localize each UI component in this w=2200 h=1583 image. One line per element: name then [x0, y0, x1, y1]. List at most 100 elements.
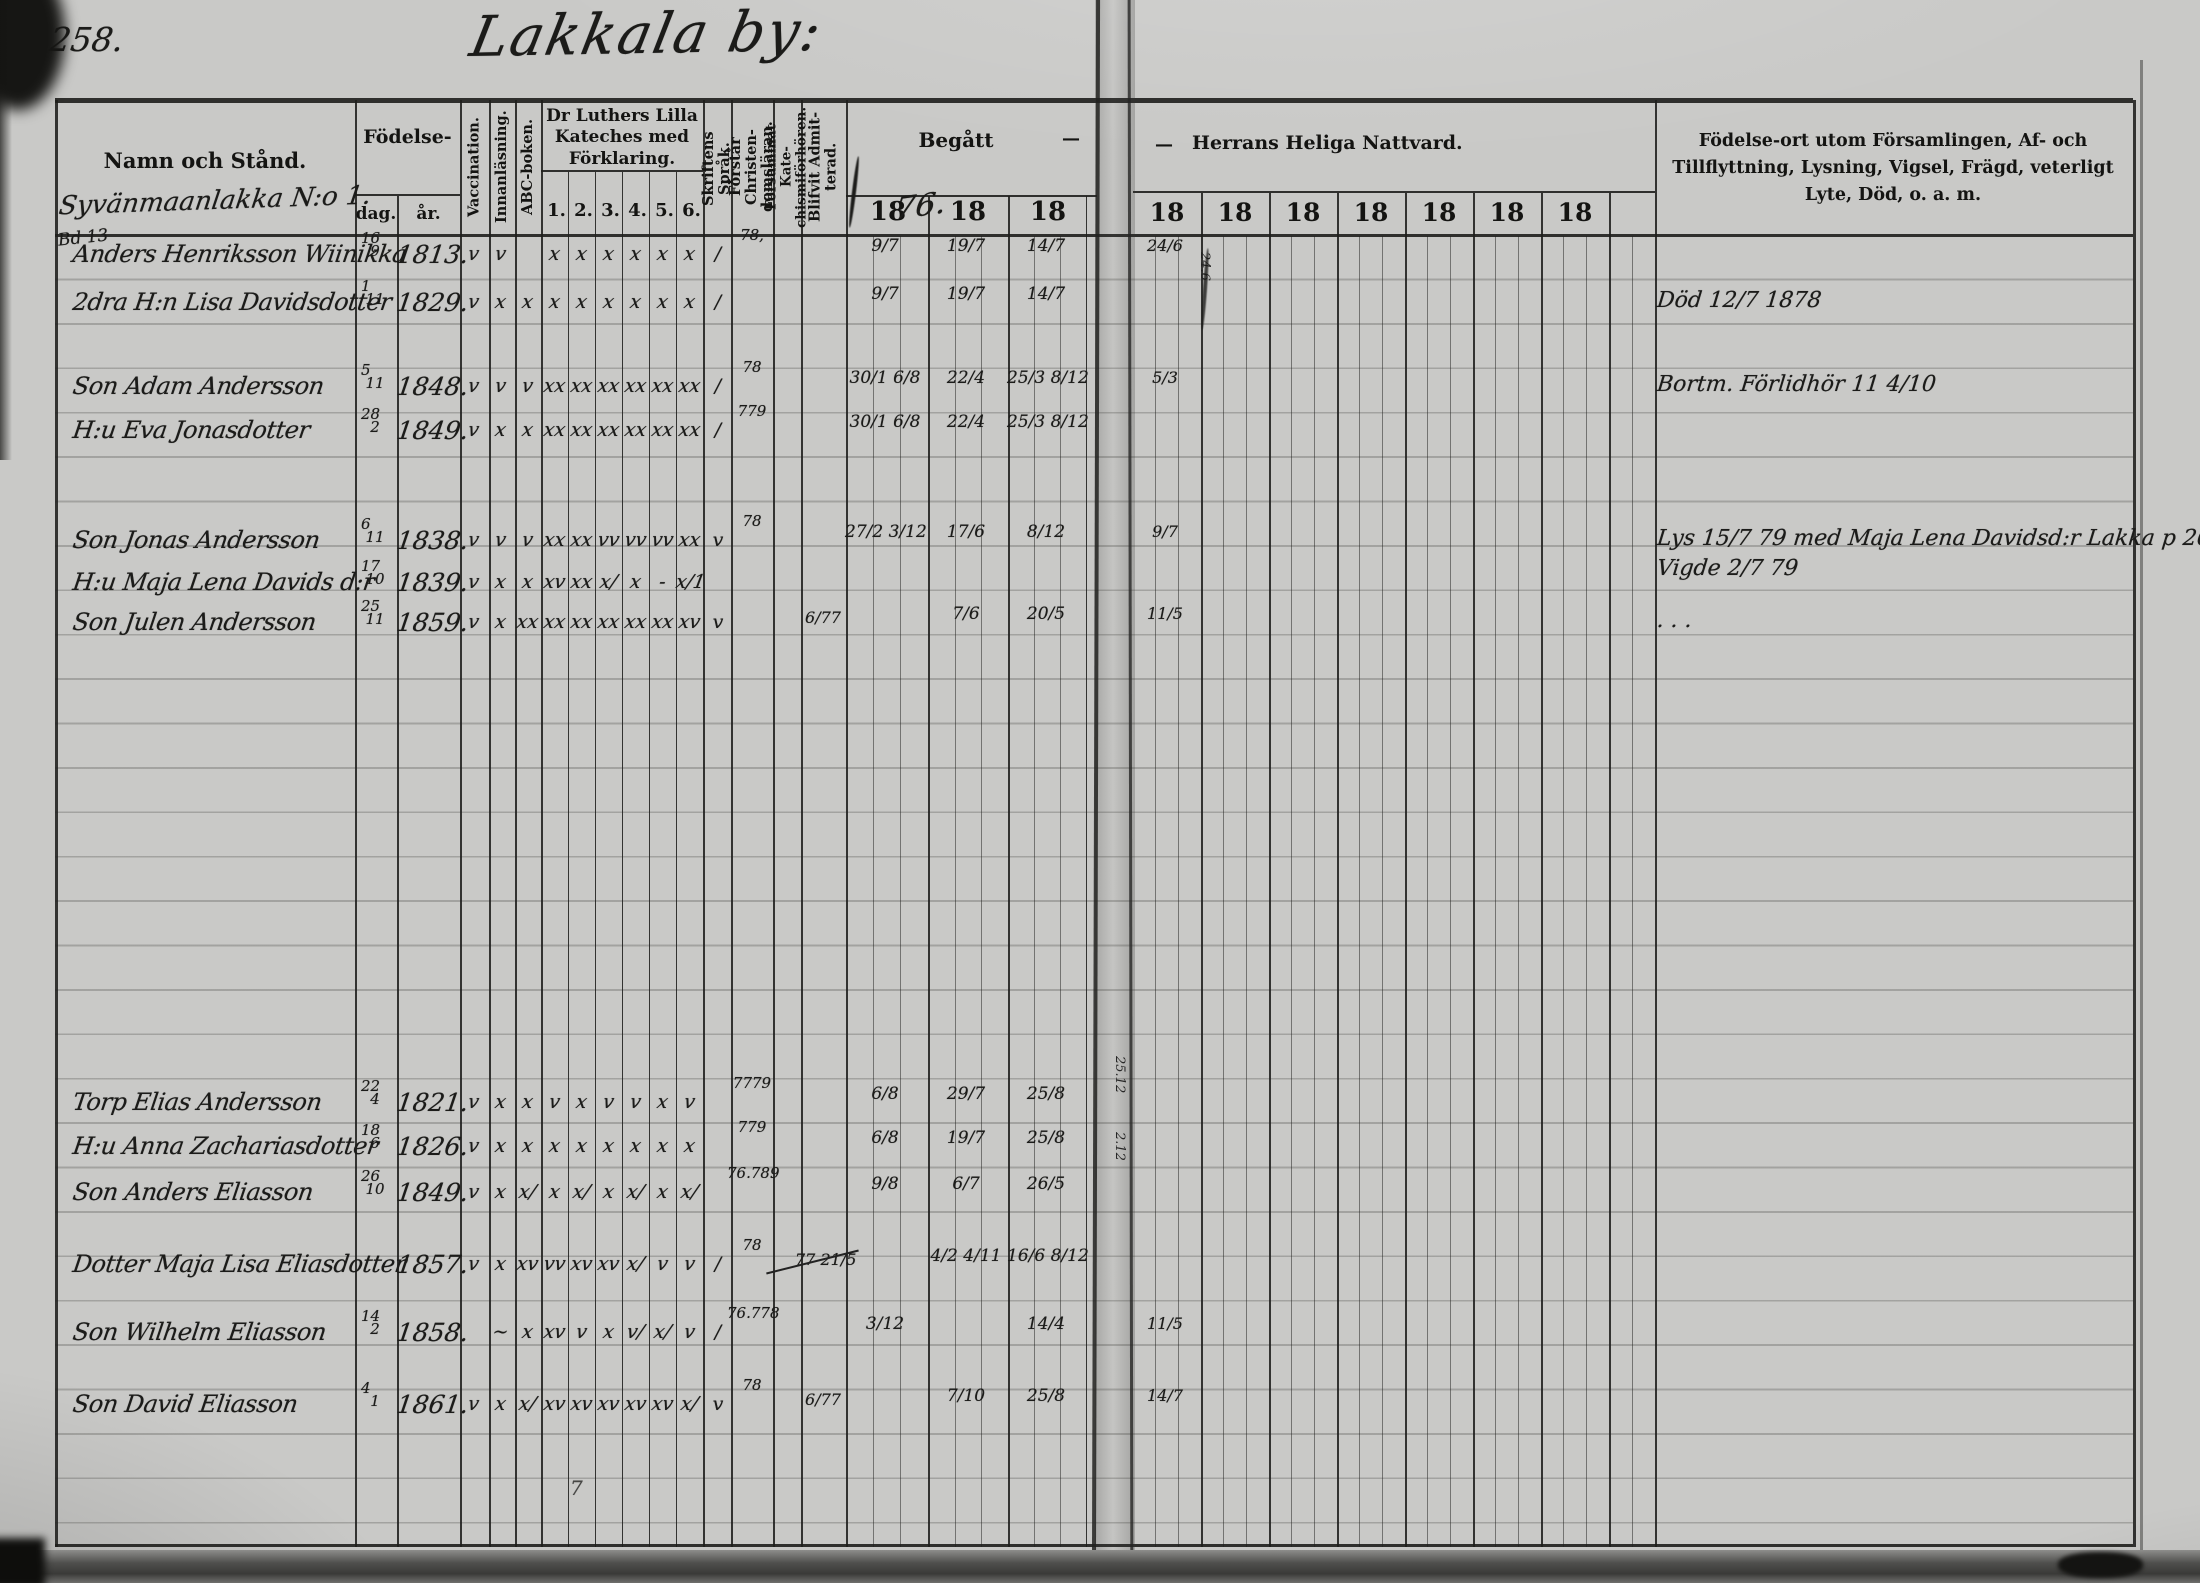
- fraction-denominator: 9: [370, 241, 380, 260]
- grid-line: [460, 100, 462, 1547]
- col-header-abc-book: ABC-boken.: [519, 119, 537, 216]
- col-header-holy-communion: Herrans Heliga Nattvard.: [1192, 132, 1463, 154]
- mark-cell: xx: [568, 611, 595, 633]
- grid-line: [649, 172, 651, 1547]
- understands-mark: 76.789: [727, 1164, 780, 1182]
- grid-line: [1337, 193, 1339, 1547]
- grid-line: [1008, 196, 1010, 1547]
- col-header-birth: Födelse-: [363, 126, 452, 148]
- communion-date: 14/4: [1026, 1314, 1066, 1334]
- understands-mark: 78: [742, 1236, 762, 1254]
- grid-line: [397, 196, 399, 1547]
- communion-date: 25/8: [1026, 1128, 1066, 1148]
- birth-day: 5 11: [353, 361, 397, 390]
- scripture-mark: v: [712, 611, 724, 633]
- mark-cell: x: [547, 1181, 562, 1203]
- mark-cell: xx: [622, 375, 649, 397]
- mark-cell: x: [655, 1181, 670, 1203]
- birth-year: 1813.: [394, 240, 471, 269]
- mark-cell: 18: [1489, 198, 1525, 227]
- mark-cell: xx: [541, 611, 568, 633]
- remarks-note: . . .: [1655, 608, 1694, 633]
- birth-day: 25 11: [353, 599, 397, 628]
- grid-line: [1314, 236, 1315, 1547]
- grid-line: [703, 100, 705, 1547]
- grid-line: [801, 100, 803, 1547]
- understands-mark: 78: [742, 358, 762, 376]
- fraction-denominator: 2: [370, 1319, 380, 1338]
- communion-date: 14/7: [1026, 236, 1066, 256]
- communion-date: 25/8: [1026, 1084, 1066, 1104]
- grid-line: [595, 172, 597, 1547]
- birth-year: 1826.: [394, 1132, 471, 1161]
- exam-marks: v v v xx xx xx xx xx xx: [460, 375, 703, 397]
- table-row: H:u Eva Jonasdotter 28 2 1849. v x x xx xx xx x…: [55, 402, 2145, 464]
- birth-year: 1859.: [394, 608, 471, 637]
- birth-year: 1839.: [394, 568, 471, 597]
- scripture-mark: /: [714, 1253, 722, 1275]
- mark-cell: x: [493, 611, 508, 633]
- person-name: Son Julen Andersson: [71, 608, 318, 636]
- mark-cell: x/: [678, 1181, 701, 1203]
- fraction-numerator: 16: [361, 229, 381, 247]
- grid-line: [731, 100, 733, 1547]
- grid-line: [1034, 236, 1035, 1547]
- mark-cell: x: [520, 1135, 535, 1157]
- communion-date: 9/7: [871, 236, 899, 256]
- exam-marks: v x x xv xx x/x - x/1: [460, 571, 707, 593]
- mark-cell: v: [466, 375, 481, 397]
- admitted-date: 6/77: [805, 608, 841, 627]
- grid-line: [541, 100, 543, 1547]
- birth-day: 1 11: [353, 279, 397, 308]
- mark-cell: x: [682, 291, 697, 313]
- page-title: Lakkala by:: [465, 0, 829, 71]
- communion-date: 25/3 8/12: [1007, 368, 1089, 388]
- fraction-denominator: 11: [365, 289, 385, 308]
- communion-date: 27/2 3/12: [845, 522, 927, 542]
- mark-cell: xx: [676, 375, 703, 397]
- mark-cell: x: [520, 1321, 535, 1343]
- mark-cell: v: [466, 1181, 481, 1203]
- mark-cell: x: [547, 243, 562, 265]
- mark-cell: 18: [1557, 198, 1593, 227]
- grid-line: [355, 194, 460, 196]
- grid-line: [1155, 236, 1156, 1547]
- understands-mark: 7779: [732, 1074, 772, 1092]
- col-header-communion-taken: Begått: [918, 128, 994, 152]
- stray-mark: 7: [570, 1476, 583, 1500]
- page-edge-right: [2140, 60, 2143, 1560]
- col-header-catechism: Dr Luthers Lilla Kateches med Förklaring…: [546, 106, 698, 169]
- understands-mark: 78: [742, 512, 762, 530]
- mark-cell: x: [493, 419, 508, 441]
- birth-year: 1838.: [394, 526, 471, 555]
- mark-cell: v: [493, 529, 508, 551]
- understands-mark: 76.778: [727, 1304, 780, 1322]
- mark-cell: x: [601, 1135, 616, 1157]
- table-row: Dotter Maja Lisa Eliasdotter 1857. v x xv v…: [55, 1236, 2145, 1298]
- mark-cell: x: [601, 1321, 616, 1343]
- communion-date: 8/12: [1026, 522, 1066, 542]
- mark-cell: vv: [595, 529, 622, 551]
- mark-cell: v/: [624, 1321, 647, 1343]
- grid-line: [1473, 193, 1475, 1547]
- gutter-scribble: 2.12: [1112, 1132, 1127, 1161]
- mark-cell: xx: [595, 375, 622, 397]
- grid-line: [1060, 236, 1061, 1547]
- fraction-denominator: 11: [365, 609, 385, 628]
- grid-line: [515, 100, 517, 1547]
- col-header-birth-year: år.: [416, 204, 441, 224]
- grid-line: [1178, 236, 1179, 1547]
- scripture-mark: /: [714, 419, 722, 441]
- scripture-mark: /: [714, 291, 722, 313]
- grid-line: [622, 172, 624, 1547]
- mark-cell: v: [466, 571, 481, 593]
- birth-year: 1848.: [394, 372, 471, 401]
- page-edge-bottom: [0, 1550, 2200, 1583]
- fraction-denominator: 11: [365, 527, 385, 546]
- grid-line: [55, 98, 2133, 103]
- fraction-numerator: 5: [361, 361, 371, 379]
- communion-date: 14/7: [1147, 1386, 1183, 1405]
